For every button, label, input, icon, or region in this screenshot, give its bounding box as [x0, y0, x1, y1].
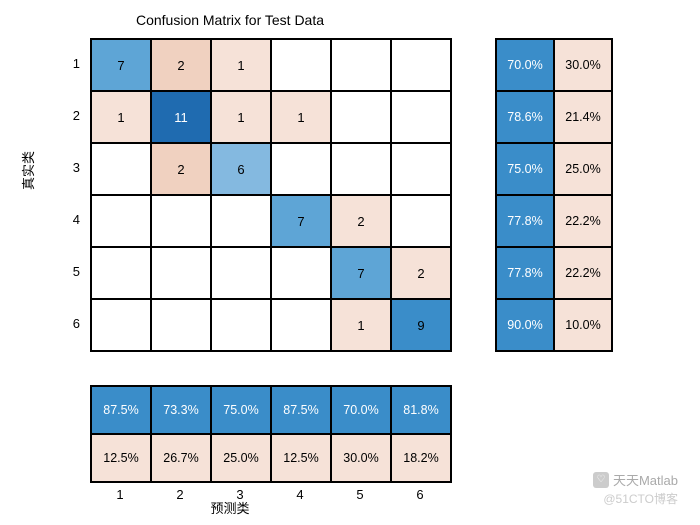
row-summary-wrong: 21.4% [554, 91, 612, 143]
matrix-cell: 1 [331, 299, 391, 351]
matrix-cell: 7 [271, 195, 331, 247]
matrix-cell [271, 299, 331, 351]
col-summary-correct: 87.5% [91, 386, 151, 434]
matrix-cell [331, 143, 391, 195]
matrix-cell [271, 39, 331, 91]
matrix-cell [271, 247, 331, 299]
col-summary-correct: 70.0% [331, 386, 391, 434]
col-summary-correct: 81.8% [391, 386, 451, 434]
row-summary-correct: 77.8% [496, 195, 554, 247]
y-tick: 5 [60, 264, 80, 279]
x-tick: 1 [90, 487, 150, 502]
col-summary-wrong: 12.5% [271, 434, 331, 482]
y-tick: 2 [60, 108, 80, 123]
matrix-cell [151, 195, 211, 247]
row-summary-correct: 70.0% [496, 39, 554, 91]
confusion-matrix: 7211111126727219 [90, 38, 452, 352]
x-tick: 6 [390, 487, 450, 502]
matrix-cell: 1 [211, 39, 271, 91]
matrix-cell: 1 [211, 91, 271, 143]
matrix-cell [211, 247, 271, 299]
col-summary-wrong: 25.0% [211, 434, 271, 482]
row-summary-correct: 75.0% [496, 143, 554, 195]
y-axis-label: 真实类 [18, 151, 37, 190]
x-tick: 3 [210, 487, 270, 502]
matrix-cell [151, 299, 211, 351]
matrix-cell: 7 [91, 39, 151, 91]
matrix-cell: 1 [271, 91, 331, 143]
matrix-cell [271, 143, 331, 195]
x-tick: 5 [330, 487, 390, 502]
row-summary-wrong: 25.0% [554, 143, 612, 195]
row-summary-wrong: 22.2% [554, 247, 612, 299]
watermark-author-text: 天天Matlab [613, 470, 678, 489]
col-summary-wrong: 26.7% [151, 434, 211, 482]
col-summary-wrong: 12.5% [91, 434, 151, 482]
row-summary-wrong: 22.2% [554, 195, 612, 247]
matrix-cell: 6 [211, 143, 271, 195]
matrix-cell: 9 [391, 299, 451, 351]
y-tick: 6 [60, 316, 80, 331]
matrix-cell: 2 [151, 143, 211, 195]
row-summary-correct: 78.6% [496, 91, 554, 143]
column-summary-panel: 87.5%73.3%75.0%87.5%70.0%81.8%12.5%26.7%… [90, 385, 452, 483]
matrix-cell: 7 [331, 247, 391, 299]
col-summary-correct: 75.0% [211, 386, 271, 434]
matrix-cell: 2 [331, 195, 391, 247]
col-summary-wrong: 18.2% [391, 434, 451, 482]
col-summary-correct: 87.5% [271, 386, 331, 434]
col-summary-wrong: 30.0% [331, 434, 391, 482]
y-tick: 4 [60, 212, 80, 227]
watermark-author: ♡ 天天Matlab [593, 470, 678, 489]
x-tick: 2 [150, 487, 210, 502]
wechat-icon: ♡ [593, 472, 609, 488]
matrix-cell [211, 195, 271, 247]
matrix-cell: 1 [91, 91, 151, 143]
x-tick: 4 [270, 487, 330, 502]
matrix-cell [391, 143, 451, 195]
matrix-cell [391, 39, 451, 91]
matrix-cell [91, 247, 151, 299]
watermark-source: @51CTO博客 [603, 490, 678, 507]
matrix-cell: 2 [151, 39, 211, 91]
matrix-cell [331, 91, 391, 143]
matrix-cell [151, 247, 211, 299]
y-tick: 3 [60, 160, 80, 175]
matrix-cell [331, 39, 391, 91]
col-summary-correct: 73.3% [151, 386, 211, 434]
row-summary-correct: 90.0% [496, 299, 554, 351]
chart-title: Confusion Matrix for Test Data [0, 12, 460, 28]
matrix-cell [391, 91, 451, 143]
row-summary-panel: 70.0%30.0%78.6%21.4%75.0%25.0%77.8%22.2%… [495, 38, 613, 352]
matrix-cell [391, 195, 451, 247]
matrix-cell [91, 195, 151, 247]
y-tick: 1 [60, 56, 80, 71]
matrix-cell: 11 [151, 91, 211, 143]
matrix-cell [91, 143, 151, 195]
row-summary-correct: 77.8% [496, 247, 554, 299]
row-summary-wrong: 10.0% [554, 299, 612, 351]
matrix-cell [91, 299, 151, 351]
matrix-cell: 2 [391, 247, 451, 299]
row-summary-wrong: 30.0% [554, 39, 612, 91]
matrix-cell [211, 299, 271, 351]
